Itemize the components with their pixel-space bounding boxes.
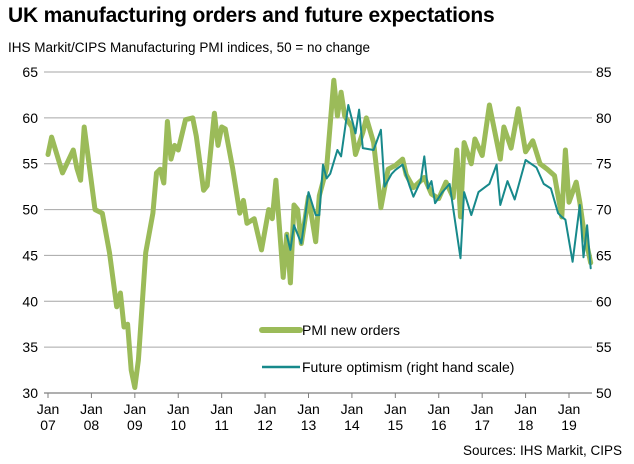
y-left-tick-label: 40 xyxy=(22,293,38,309)
y-right-tick-label: 70 xyxy=(596,202,612,218)
y-left-tick-label: 60 xyxy=(22,110,38,126)
x-tick-label-month: Jan xyxy=(427,401,450,417)
y-right-tick-label: 80 xyxy=(596,110,612,126)
x-tick-label-month: Jan xyxy=(384,401,407,417)
y-left-tick-label: 55 xyxy=(22,156,38,172)
chart-subtitle: IHS Markit/CIPS Manufacturing PMI indice… xyxy=(8,40,371,55)
x-tick-label-month: Jan xyxy=(124,401,147,417)
series-line-pmi-new-orders xyxy=(45,77,594,390)
y-right-tick-label: 60 xyxy=(596,293,612,309)
x-tick-label-year: 15 xyxy=(388,417,404,433)
y-left-tick-label: 30 xyxy=(22,385,38,401)
legend: PMI new orders Future optimism (right ha… xyxy=(259,322,514,375)
y-right-tick-label: 55 xyxy=(596,339,612,355)
x-tick-label-year: 09 xyxy=(127,417,143,433)
y-right-tick-label: 50 xyxy=(596,385,612,401)
chart-source: Sources: IHS Markit, CIPS xyxy=(462,443,622,458)
chart-title: UK manufacturing orders and future expec… xyxy=(8,4,495,27)
x-tick-label-year: 19 xyxy=(561,417,577,433)
x-tick-label-month: Jan xyxy=(37,401,60,417)
x-tick-label-year: 11 xyxy=(214,417,229,433)
y-left-tick-label: 65 xyxy=(22,64,38,80)
x-tick-label-year: 07 xyxy=(40,417,56,433)
x-tick-label-year: 08 xyxy=(84,417,100,433)
x-tick-label-month: Jan xyxy=(80,401,103,417)
x-tick-label-year: 13 xyxy=(301,417,317,433)
x-tick-label-month: Jan xyxy=(558,401,581,417)
series-line-future-optimism xyxy=(285,104,592,270)
y-left-tick-label: 35 xyxy=(22,339,38,355)
x-tick-label-year: 16 xyxy=(431,417,447,433)
y-left-tick-label: 50 xyxy=(22,202,38,218)
x-tick-label-month: Jan xyxy=(514,401,537,417)
x-tick-label-month: Jan xyxy=(341,401,364,417)
y-right-tick-label: 65 xyxy=(596,247,612,263)
x-tick-label-month: Jan xyxy=(167,401,190,417)
x-tick-label-month: Jan xyxy=(210,401,233,417)
legend-label-pmi: PMI new orders xyxy=(302,322,400,338)
x-tick-label-year: 12 xyxy=(257,417,273,433)
series-lines xyxy=(45,77,594,390)
legend-label-optimism: Future optimism (right hand scale) xyxy=(302,359,514,375)
y-left-tick-label: 45 xyxy=(22,247,38,263)
y-right-tick-label: 75 xyxy=(596,156,612,172)
x-tick-label-month: Jan xyxy=(297,401,320,417)
x-tick-label-month: Jan xyxy=(471,401,494,417)
x-tick-label-year: 17 xyxy=(474,417,490,433)
x-tick-label-year: 18 xyxy=(518,417,534,433)
gridlines xyxy=(44,71,592,348)
axes: 30354045505560655055606570758085Jan07Jan… xyxy=(22,64,611,433)
x-tick-label-year: 14 xyxy=(344,417,360,433)
x-tick-label-month: Jan xyxy=(254,401,277,417)
y-right-tick-label: 85 xyxy=(596,64,612,80)
x-tick-label-year: 10 xyxy=(170,417,186,433)
